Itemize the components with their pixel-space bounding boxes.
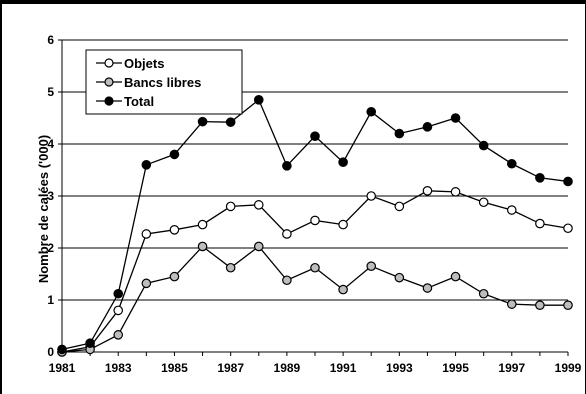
data-point <box>394 272 405 283</box>
y-tick-labels: 0 1 2 3 4 5 6 <box>47 33 54 359</box>
y-tick-label: 3 <box>47 189 54 203</box>
data-point <box>197 116 208 127</box>
data-point <box>141 229 152 239</box>
data-point <box>394 201 405 212</box>
x-tick-label: 1995 <box>442 361 469 375</box>
data-point <box>169 149 180 160</box>
y-axis-label: Nombre de calées ('000) <box>36 135 51 283</box>
data-point <box>506 299 517 309</box>
data-point <box>141 160 152 170</box>
data-point <box>169 225 180 235</box>
data-point <box>366 106 377 117</box>
y-tick-label: 5 <box>47 85 54 99</box>
legend-label: Objets <box>124 56 164 71</box>
data-point <box>478 288 489 299</box>
data-point <box>310 131 320 141</box>
x-tick-label: 1983 <box>105 361 132 375</box>
x-tick-label: 1993 <box>386 361 413 375</box>
x-tick-label: 1981 <box>49 361 76 375</box>
data-point <box>282 161 292 171</box>
data-point <box>113 305 124 316</box>
legend: Objets Bancs libres Total <box>85 49 243 115</box>
data-point <box>310 262 320 273</box>
data-point <box>563 300 573 310</box>
y-tick-label: 2 <box>47 241 54 255</box>
x-tick-labels: 1981 1983 1985 1987 1989 1991 1993 1995 1997 1999 <box>49 361 582 375</box>
data-point <box>422 283 433 293</box>
data-point <box>506 158 517 169</box>
y-tick-label: 4 <box>47 137 54 151</box>
data-point <box>394 128 405 139</box>
data-point <box>310 215 320 226</box>
data-point <box>535 173 545 183</box>
data-point <box>113 330 124 340</box>
data-point <box>141 278 152 289</box>
y-tick-label: 0 <box>47 345 54 359</box>
data-point <box>225 262 236 273</box>
data-point <box>197 219 208 230</box>
series-total <box>57 95 573 355</box>
data-point <box>253 95 264 105</box>
data-point <box>282 275 292 286</box>
data-point <box>366 191 377 201</box>
y-tick-label: 6 <box>47 33 54 47</box>
data-point <box>366 261 377 271</box>
series-bancs-libres <box>57 241 573 357</box>
x-tick-label: 1991 <box>330 361 357 375</box>
series-group <box>57 95 573 357</box>
series-line <box>61 245 568 353</box>
data-point <box>506 205 517 215</box>
data-point <box>225 201 236 212</box>
data-point <box>478 140 489 151</box>
data-point <box>197 241 208 252</box>
data-point <box>169 271 180 282</box>
y-tick-label: 1 <box>47 293 54 307</box>
x-tick-label: 1989 <box>274 361 301 375</box>
data-point <box>450 187 461 197</box>
data-point <box>450 113 461 123</box>
x-tick-label: 1997 <box>498 361 525 375</box>
data-point <box>478 197 489 208</box>
data-point <box>535 300 545 310</box>
legend-label: Bancs libres <box>124 75 201 90</box>
data-point <box>253 200 264 210</box>
x-tick-label: 1987 <box>217 361 244 375</box>
data-point <box>422 186 433 196</box>
legend-label: Total <box>124 94 154 109</box>
data-point <box>225 117 236 127</box>
data-point <box>57 344 67 355</box>
axes <box>58 39 569 356</box>
data-point <box>422 122 433 132</box>
data-point <box>113 288 124 299</box>
data-point <box>85 338 95 348</box>
data-point <box>563 176 573 187</box>
data-point <box>450 271 461 282</box>
data-point <box>535 218 545 229</box>
data-point <box>282 229 292 239</box>
legend-marker <box>104 77 114 87</box>
data-point <box>338 219 348 230</box>
data-point <box>338 157 348 167</box>
x-tick-label: 1985 <box>161 361 188 375</box>
legend-marker <box>104 58 114 68</box>
data-point <box>338 284 348 295</box>
x-tick-label: 1999 <box>555 361 582 375</box>
data-point <box>563 223 573 234</box>
legend-marker <box>104 96 114 106</box>
data-point <box>253 241 264 252</box>
